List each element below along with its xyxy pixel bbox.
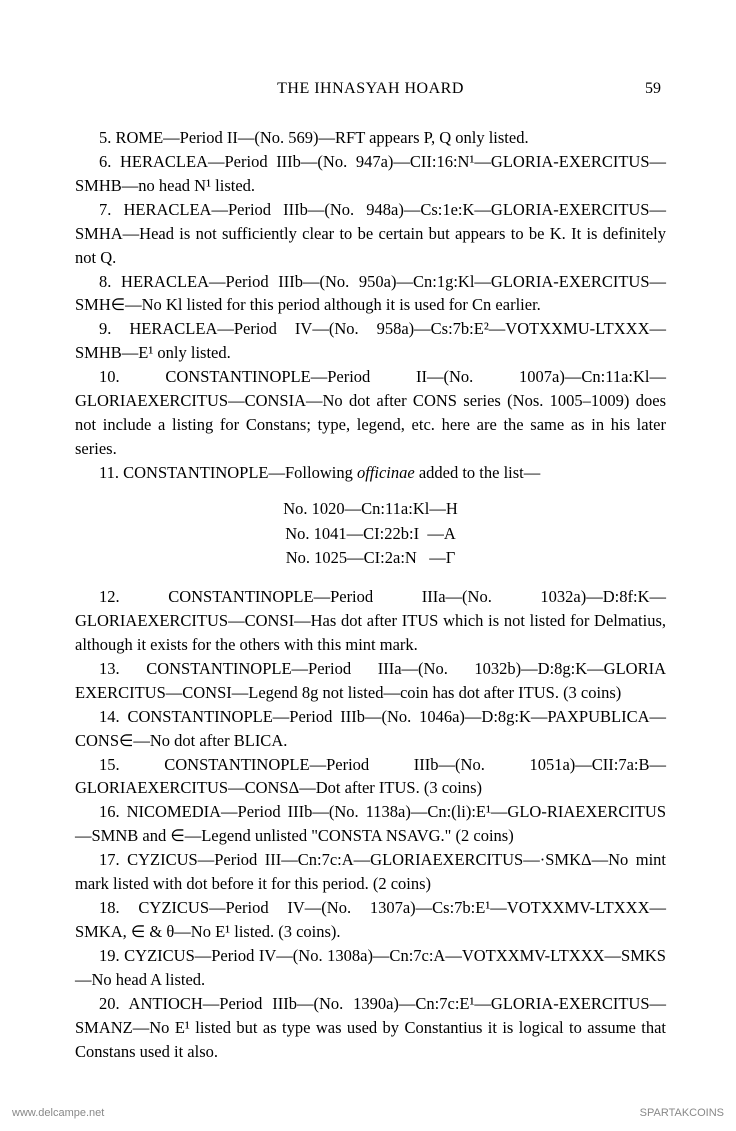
entry-11-italic: officinae: [357, 463, 415, 482]
page-header: THE IHNASYAH HOARD 59: [75, 80, 666, 98]
watermark-left: www.delcampe.net: [12, 1107, 104, 1119]
entry-11-prefix: 11. CONSTANTINOPLE—Following: [99, 463, 357, 482]
officinae-line-3: No. 1025—CI:2a:N —Γ: [75, 546, 666, 571]
page-number: 59: [645, 80, 661, 98]
officinae-line-1: No. 1020—Cn:11a:Kl—H: [75, 497, 666, 522]
entry-6: 6. HERACLEA—Period IIIb—(No. 947a)—CII:1…: [75, 150, 666, 198]
entry-5: 5. ROME—Period II—(No. 569)—RFT appears …: [75, 126, 666, 150]
entry-14: 14. CONSTANTINOPLE—Period IIIb—(No. 1046…: [75, 705, 666, 753]
entry-8: 8. HERACLEA—Period IIIb—(No. 950a)—Cn:1g…: [75, 270, 666, 318]
entry-19: 19. CYZICUS—Period IV—(No. 1308a)—Cn:7c:…: [75, 944, 666, 992]
entry-18: 18. CYZICUS—Period IV—(No. 1307a)—Cs:7b:…: [75, 896, 666, 944]
officinae-line-2: No. 1041—CI:22b:I —A: [75, 522, 666, 547]
officinae-list: No. 1020—Cn:11a:Kl—H No. 1041—CI:22b:I —…: [75, 497, 666, 571]
entry-17: 17. CYZICUS—Period III—Cn:7c:A—GLORIAEXE…: [75, 848, 666, 896]
entry-7: 7. HERACLEA—Period IIIb—(No. 948a)—Cs:1e…: [75, 198, 666, 270]
watermark-right: SPARTAKCOINS: [640, 1107, 724, 1119]
document-page: THE IHNASYAH HOARD 59 5. ROME—Period II—…: [0, 0, 736, 1094]
entry-12: 12. CONSTANTINOPLE—Period IIIa—(No. 1032…: [75, 585, 666, 657]
entry-20: 20. ANTIOCH—Period IIIb—(No. 1390a)—Cn:7…: [75, 992, 666, 1064]
entry-13: 13. CONSTANTINOPLE—Period IIIa—(No. 1032…: [75, 657, 666, 705]
entry-11-suffix: added to the list—: [415, 463, 541, 482]
entry-10: 10. CONSTANTINOPLE—Period II—(No. 1007a)…: [75, 365, 666, 461]
entry-11: 11. CONSTANTINOPLE—Following officinae a…: [75, 461, 666, 485]
entry-9: 9. HERACLEA—Period IV—(No. 958a)—Cs:7b:E…: [75, 317, 666, 365]
header-title: THE IHNASYAH HOARD: [75, 80, 666, 98]
entry-15: 15. CONSTANTINOPLE—Period IIIb—(No. 1051…: [75, 753, 666, 801]
entry-16: 16. NICOMEDIA—Period IIIb—(No. 1138a)—Cn…: [75, 800, 666, 848]
